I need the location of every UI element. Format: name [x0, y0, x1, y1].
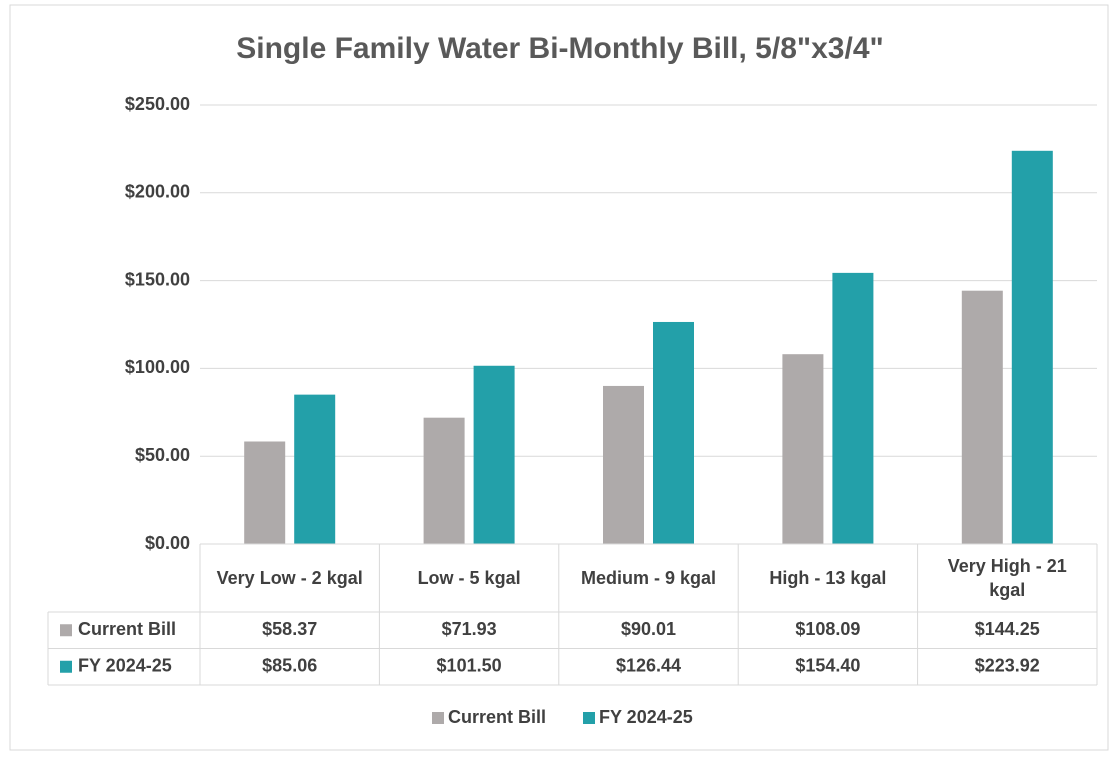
- data-label: $101.50: [437, 656, 502, 676]
- chart-title: Single Family Water Bi-Monthly Bill, 5/8…: [236, 32, 883, 65]
- x-tick-label: High - 13 kgal: [769, 568, 887, 588]
- legend-label: FY 2024-25: [599, 707, 693, 727]
- x-tick-label: Medium - 9 kgal: [580, 568, 716, 588]
- legend-swatch: [60, 624, 72, 637]
- data-label: $108.09: [795, 619, 860, 639]
- bar: [423, 417, 465, 544]
- y-tick-label: $0.00: [145, 533, 190, 553]
- legend-swatch: [432, 712, 444, 724]
- bar: [294, 394, 336, 544]
- bar: [782, 354, 824, 544]
- y-tick-label: $250.00: [125, 94, 190, 114]
- bar: [473, 365, 515, 544]
- data-label: $71.93: [442, 619, 497, 639]
- y-tick-label: $100.00: [125, 357, 190, 377]
- table-row-label: Current Bill: [78, 619, 176, 639]
- x-tick-label: Low - 5 kgal: [417, 568, 521, 588]
- y-tick-label: $150.00: [125, 269, 190, 289]
- table-row-label: FY 2024-25: [78, 656, 172, 676]
- legend-swatch: [60, 660, 72, 673]
- data-label: $90.01: [621, 619, 676, 639]
- bar: [603, 385, 644, 544]
- legend-label: Current Bill: [448, 707, 546, 727]
- bar: [244, 441, 286, 544]
- data-label: $154.40: [795, 656, 860, 676]
- data-label: $126.44: [616, 656, 681, 676]
- legend-swatch: [583, 712, 595, 724]
- bar: [961, 290, 1003, 544]
- data-label: $144.25: [975, 619, 1040, 639]
- data-label: $58.37: [262, 619, 317, 639]
- bar: [653, 321, 694, 544]
- y-tick-label: $50.00: [135, 445, 190, 465]
- bar: [1011, 150, 1053, 544]
- y-tick-label: $200.00: [125, 182, 190, 202]
- data-label: $85.06: [262, 656, 317, 676]
- x-tick-label: Very Low - 2 kgal: [216, 568, 363, 588]
- x-tick-label: Very High - 21 kgal: [947, 556, 1067, 600]
- data-label: $223.92: [975, 656, 1040, 676]
- bar: [832, 272, 874, 544]
